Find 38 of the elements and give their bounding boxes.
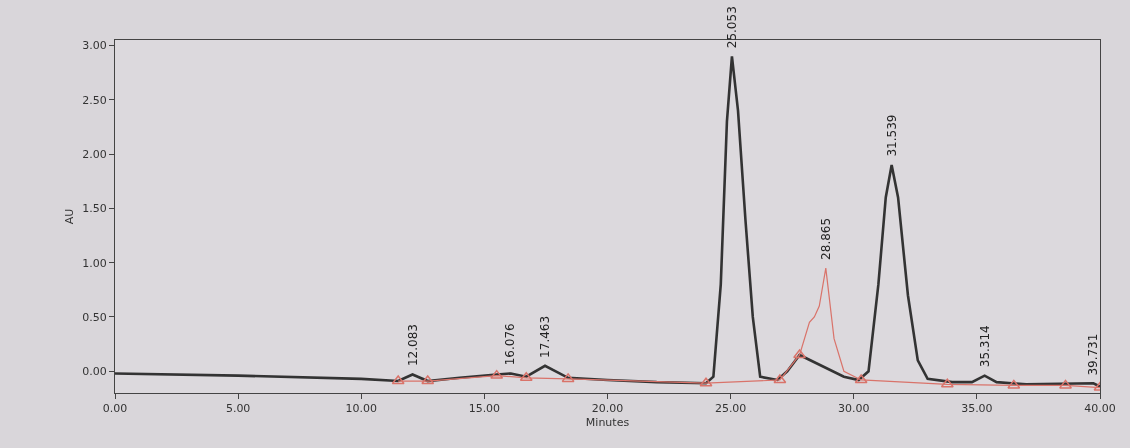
annotation: 39.731 <box>1086 333 1101 376</box>
x-tick-label: 20.00 <box>591 402 624 416</box>
y-tick-label: 2.00 <box>82 147 107 161</box>
point <box>793 349 807 359</box>
annotation: 12.083 <box>406 324 420 367</box>
x-tick-label: 40.00 <box>1084 402 1116 416</box>
point <box>490 369 504 379</box>
point <box>940 378 954 388</box>
annotation: 25.053 <box>724 6 739 49</box>
point <box>773 374 787 384</box>
point <box>854 374 868 384</box>
y-tick-label: 3.00 <box>82 39 107 53</box>
annotation: 17.463 <box>538 315 553 358</box>
point <box>699 377 713 387</box>
annotation: 28.865 <box>818 217 833 260</box>
x-tick-label: 0.00 <box>102 402 128 416</box>
x-tick-label: 30.00 <box>838 402 870 416</box>
point <box>519 372 533 382</box>
annotation: 16.076 <box>503 323 518 366</box>
y-tick-label: 1.00 <box>82 256 107 270</box>
y-tick-label: 2.50 <box>82 93 107 107</box>
point <box>1007 379 1021 389</box>
annotation: 31.539 <box>884 114 899 157</box>
x-tick-label: 5.00 <box>225 402 251 416</box>
x-axis-title: Minutes <box>585 416 630 430</box>
point <box>561 373 575 383</box>
y-axis-title: AU <box>62 208 76 225</box>
point <box>1059 379 1073 389</box>
x-tick-label: 10.00 <box>345 402 377 416</box>
annotation: 35.314 <box>977 325 992 368</box>
x-tick-label: 15.00 <box>468 402 501 416</box>
y-tick-label: 0.50 <box>82 310 107 324</box>
y-tick-label: 1.50 <box>82 202 107 216</box>
y-tick-label: 0.00 <box>82 365 107 379</box>
x-tick-label: 25.00 <box>714 402 747 416</box>
point <box>421 375 435 385</box>
x-tick-label: 35.00 <box>961 402 993 416</box>
point <box>391 375 405 385</box>
